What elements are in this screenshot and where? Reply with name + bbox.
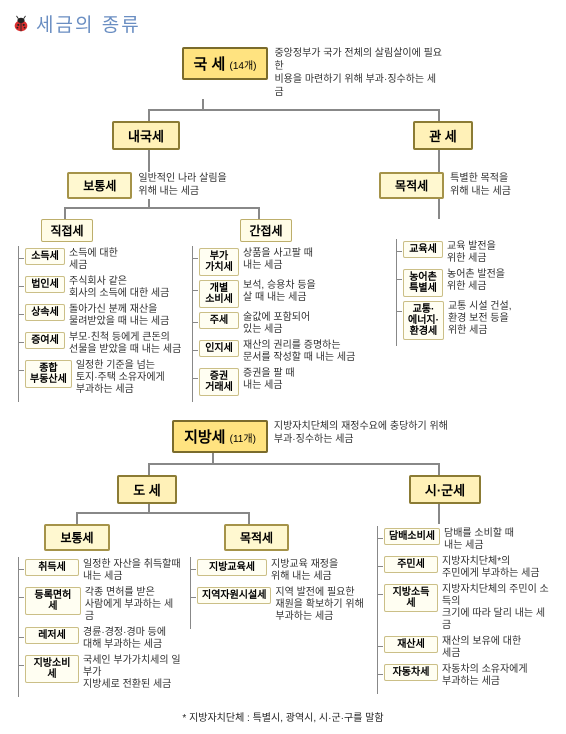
leaf-label: 지방소득세 <box>384 584 438 612</box>
leaf-row: 레저세경륜·경정·경마 등에 대해 부과하는 세금 <box>19 627 182 651</box>
leaf-desc: 부모·친척 등에게 큰돈의 선물을 받았을 때 내는 세금 <box>69 332 181 356</box>
leaf-desc: 술값에 포함되어 있는 세금 <box>243 312 310 336</box>
ordinary-tax-desc: 일반적인 나라 살림을 위해 내는 세금 <box>138 172 226 198</box>
local-ordinary: 보통세 <box>44 524 109 551</box>
indirect-tax: 간접세 <box>240 219 291 242</box>
national-tree: 국 세 (14개) 중앙정부가 국가 전체의 살림살이에 필요한 비용을 마련하… <box>12 47 554 402</box>
leaf-label: 지방교육세 <box>197 559 267 576</box>
leaf-label: 개별 소비세 <box>199 280 239 308</box>
leaf-label: 지역자원시설세 <box>197 587 271 604</box>
leaf-row: 소득세소득에 대한 세금 <box>19 248 182 272</box>
leaf-row: 증여세부모·친척 등에게 큰돈의 선물을 받았을 때 내는 세금 <box>19 332 182 356</box>
leaf-label: 등록면허세 <box>25 587 81 615</box>
leaf-label: 소득세 <box>25 248 65 265</box>
leaf-row: 증권 거래세증권을 팔 때 내는 세금 <box>193 368 386 396</box>
leaf-desc: 지방자치단체의 주민이 소득의 크기에 따라 달리 내는 세금 <box>442 584 551 632</box>
leaf-desc: 지역 발전에 필요한 재원을 확보하기 위해 부과하는 세금 <box>275 587 363 623</box>
leaf-row: 등록면허세각종 면허를 받은 사람에게 부과하는 세금 <box>19 587 182 623</box>
leaf-label: 주세 <box>199 312 239 329</box>
local-purpose: 목적세 <box>224 524 289 551</box>
leaf-desc: 증권을 팔 때 내는 세금 <box>243 368 295 392</box>
leaf-row: 농어촌 특별세농어촌 발전을 위한 세금 <box>397 269 550 297</box>
leaf-desc: 돌아가신 분께 재산을 물려받았을 때 내는 세금 <box>69 304 169 328</box>
national-root-count: (14개) <box>229 61 256 72</box>
leaf-label: 증권 거래세 <box>199 368 239 396</box>
leaf-label: 상속세 <box>25 304 65 321</box>
local-root-desc: 지방자치단체의 재정수요에 충당하기 위해 부과·징수하는 세금 <box>274 420 454 446</box>
leaf-row: 종합 부동산세일정한 기준을 넘는 토지·주택 소유자에게 부과하는 세금 <box>19 360 182 396</box>
leaf-desc: 주식회사 같은 회사의 소득에 대한 세금 <box>69 276 169 300</box>
leaf-desc: 일정한 자산을 취득할때 내는 세금 <box>83 559 181 583</box>
purpose-tax-desc: 특별한 목적을 위해 내는 세금 <box>450 172 511 198</box>
leaf-desc: 지방자치단체*의 주민에게 부과하는 세금 <box>442 556 540 580</box>
domestic-tax: 내국세 <box>112 121 180 150</box>
leaf-row: 법인세주식회사 같은 회사의 소득에 대한 세금 <box>19 276 182 300</box>
leaf-desc: 상품을 사고팔 때 내는 세금 <box>243 248 313 272</box>
leaf-row: 주민세지방자치단체*의 주민에게 부과하는 세금 <box>378 556 551 580</box>
leaf-row: 지방소득세지방자치단체의 주민이 소득의 크기에 따라 달리 내는 세금 <box>378 584 551 632</box>
leaf-row: 교통· 에너지· 환경세교통 시설 건설, 환경 보전 등을 위한 세금 <box>397 301 550 340</box>
leaf-row: 개별 소비세보석, 승용차 등을 살 때 내는 세금 <box>193 280 386 308</box>
leaf-desc: 교통 시설 건설, 환경 보전 등을 위한 세금 <box>448 301 512 337</box>
leaf-label: 부가 가치세 <box>199 248 239 276</box>
leaf-desc: 재산의 권리를 증명하는 문서를 작성할 때 내는 세금 <box>243 340 355 364</box>
leaf-desc: 자동차의 소유자에게 부과하는 세금 <box>442 664 528 688</box>
leaf-desc: 교육 발전을 위한 세금 <box>447 241 496 265</box>
leaf-desc: 담배를 소비할 때 내는 세금 <box>444 528 514 552</box>
leaf-row: 지방교육세지방교육 재정을 위해 내는 세금 <box>191 559 369 583</box>
direct-tax: 직접세 <box>41 219 92 242</box>
leaf-label: 종합 부동산세 <box>25 360 72 388</box>
leaf-label: 담배소비세 <box>384 528 440 545</box>
ladybug-icon <box>12 15 30 33</box>
leaf-desc: 각종 면허를 받은 사람에게 부과하는 세금 <box>85 587 182 623</box>
national-root-desc: 중앙정부가 국가 전체의 살림살이에 필요한 비용을 마련하기 위해 부과·징수… <box>274 47 444 99</box>
leaf-row: 지방소비세국세인 부가가치세의 일부가 지방세로 전환된 세금 <box>19 655 182 691</box>
leaf-label: 재산세 <box>384 636 438 653</box>
leaf-row: 교육세교육 발전을 위한 세금 <box>397 241 550 265</box>
leaf-label: 자동차세 <box>384 664 438 681</box>
leaf-label: 인지세 <box>199 340 239 357</box>
leaf-desc: 일정한 기준을 넘는 토지·주택 소유자에게 부과하는 세금 <box>76 360 165 396</box>
leaf-row: 자동차세자동차의 소유자에게 부과하는 세금 <box>378 664 551 688</box>
leaf-label: 주민세 <box>384 556 438 573</box>
leaf-desc: 재산의 보유에 대한 세금 <box>442 636 521 660</box>
leaf-label: 농어촌 특별세 <box>403 269 443 297</box>
leaf-label: 증여세 <box>25 332 65 349</box>
leaf-label: 지방소비세 <box>25 655 79 683</box>
local-root: 지방세 (11개) <box>172 420 268 453</box>
page-header: 세금의 종류 <box>12 10 554 37</box>
leaf-label: 레저세 <box>25 627 79 644</box>
leaf-row: 지역자원시설세지역 발전에 필요한 재원을 확보하기 위해 부과하는 세금 <box>191 587 369 623</box>
leaf-row: 주세술값에 포함되어 있는 세금 <box>193 312 386 336</box>
leaf-desc: 국세인 부가가치세의 일부가 지방세로 전환된 세금 <box>83 655 182 691</box>
leaf-desc: 농어촌 발전을 위한 세금 <box>447 269 505 293</box>
leaf-row: 부가 가치세상품을 사고팔 때 내는 세금 <box>193 248 386 276</box>
local-root-count: (11개) <box>230 434 256 445</box>
leaf-label: 법인세 <box>25 276 65 293</box>
leaf-desc: 보석, 승용차 등을 살 때 내는 세금 <box>243 280 316 304</box>
national-root-label: 국 세 <box>194 56 226 73</box>
local-tree: 지방세 (11개) 지방자치단체의 재정수요에 충당하기 위해 부과·징수하는 … <box>12 420 554 697</box>
page-title: 세금의 종류 <box>36 10 141 37</box>
national-root: 국 세 (14개) <box>182 47 269 80</box>
customs-tax: 관 세 <box>413 121 473 150</box>
provincial-tax: 도 세 <box>117 475 177 504</box>
leaf-row: 재산세재산의 보유에 대한 세금 <box>378 636 551 660</box>
leaf-desc: 소득에 대한 세금 <box>69 248 118 272</box>
purpose-tax: 목적세 <box>379 172 444 199</box>
leaf-label: 교육세 <box>403 241 443 258</box>
leaf-label: 취득세 <box>25 559 79 576</box>
local-root-label: 지방세 <box>184 429 225 446</box>
leaf-row: 상속세돌아가신 분께 재산을 물려받았을 때 내는 세금 <box>19 304 182 328</box>
leaf-label: 교통· 에너지· 환경세 <box>403 301 444 340</box>
city-tax: 시·군세 <box>409 475 481 504</box>
leaf-row: 담배소비세담배를 소비할 때 내는 세금 <box>378 528 551 552</box>
footnote: * 지방자치단체 : 특별시, 광역시, 시·군·구를 말함 <box>12 709 554 724</box>
leaf-desc: 경륜·경정·경마 등에 대해 부과하는 세금 <box>83 627 166 651</box>
ordinary-tax: 보통세 <box>67 172 132 199</box>
leaf-row: 취득세일정한 자산을 취득할때 내는 세금 <box>19 559 182 583</box>
leaf-desc: 지방교육 재정을 위해 내는 세금 <box>271 559 338 583</box>
leaf-row: 인지세재산의 권리를 증명하는 문서를 작성할 때 내는 세금 <box>193 340 386 364</box>
